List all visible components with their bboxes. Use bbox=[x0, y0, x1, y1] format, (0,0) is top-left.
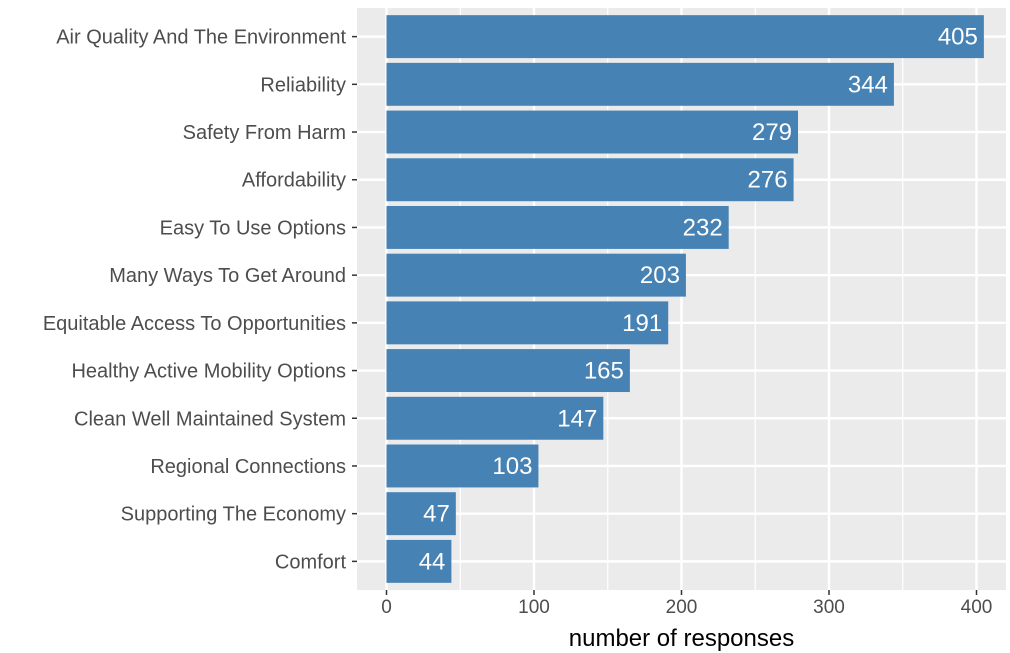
category-label: Healthy Active Mobility Options bbox=[71, 361, 346, 383]
bar bbox=[386, 205, 729, 249]
bar-value-label: 203 bbox=[640, 262, 680, 289]
bar bbox=[386, 253, 686, 297]
bar bbox=[386, 492, 456, 536]
bar bbox=[386, 349, 630, 393]
bar-value-label: 147 bbox=[557, 405, 597, 432]
category-label: Regional Connections bbox=[150, 456, 346, 478]
category-label: Equitable Access To Opportunities bbox=[43, 313, 346, 335]
category-label: Supporting The Economy bbox=[121, 504, 346, 526]
category-label: Safety From Harm bbox=[183, 122, 346, 144]
category-label: Comfort bbox=[275, 551, 347, 573]
bar bbox=[386, 110, 799, 154]
bar bbox=[386, 301, 669, 345]
x-tick-label: 200 bbox=[666, 597, 698, 618]
bar-value-label: 165 bbox=[584, 358, 624, 385]
bar bbox=[386, 396, 604, 440]
category-label: Many Ways To Get Around bbox=[109, 265, 346, 287]
x-axis-title: number of responses bbox=[569, 625, 794, 652]
bar-value-label: 279 bbox=[752, 119, 792, 146]
category-label: Clean Well Maintained System bbox=[74, 408, 346, 430]
bar-value-label: 276 bbox=[748, 167, 788, 194]
bar-value-label: 47 bbox=[423, 501, 450, 528]
bar-value-label: 405 bbox=[938, 24, 978, 51]
bar-value-label: 232 bbox=[683, 214, 723, 241]
bar bbox=[386, 15, 984, 59]
x-tick-label: 100 bbox=[518, 597, 550, 618]
bar-value-label: 191 bbox=[622, 310, 662, 337]
x-tick-label: 0 bbox=[381, 597, 392, 618]
bar bbox=[386, 62, 894, 106]
bar-value-label: 103 bbox=[492, 453, 532, 480]
bar bbox=[386, 444, 539, 488]
category-labels: Air Quality And The Environment Reliabili… bbox=[43, 27, 357, 573]
bar-value-label: 44 bbox=[419, 548, 446, 575]
bar bbox=[386, 539, 452, 583]
bar bbox=[386, 158, 794, 202]
x-tick-label: 300 bbox=[813, 597, 845, 618]
category-label: Easy To Use Options bbox=[160, 217, 346, 239]
category-label: Reliability bbox=[260, 74, 346, 96]
x-ticks: 0 100 200 300 400 bbox=[381, 590, 992, 618]
category-label: Affordability bbox=[242, 170, 346, 192]
x-tick-label: 400 bbox=[961, 597, 993, 618]
category-label: Air Quality And The Environment bbox=[56, 27, 346, 49]
bar-value-label: 344 bbox=[848, 71, 888, 98]
